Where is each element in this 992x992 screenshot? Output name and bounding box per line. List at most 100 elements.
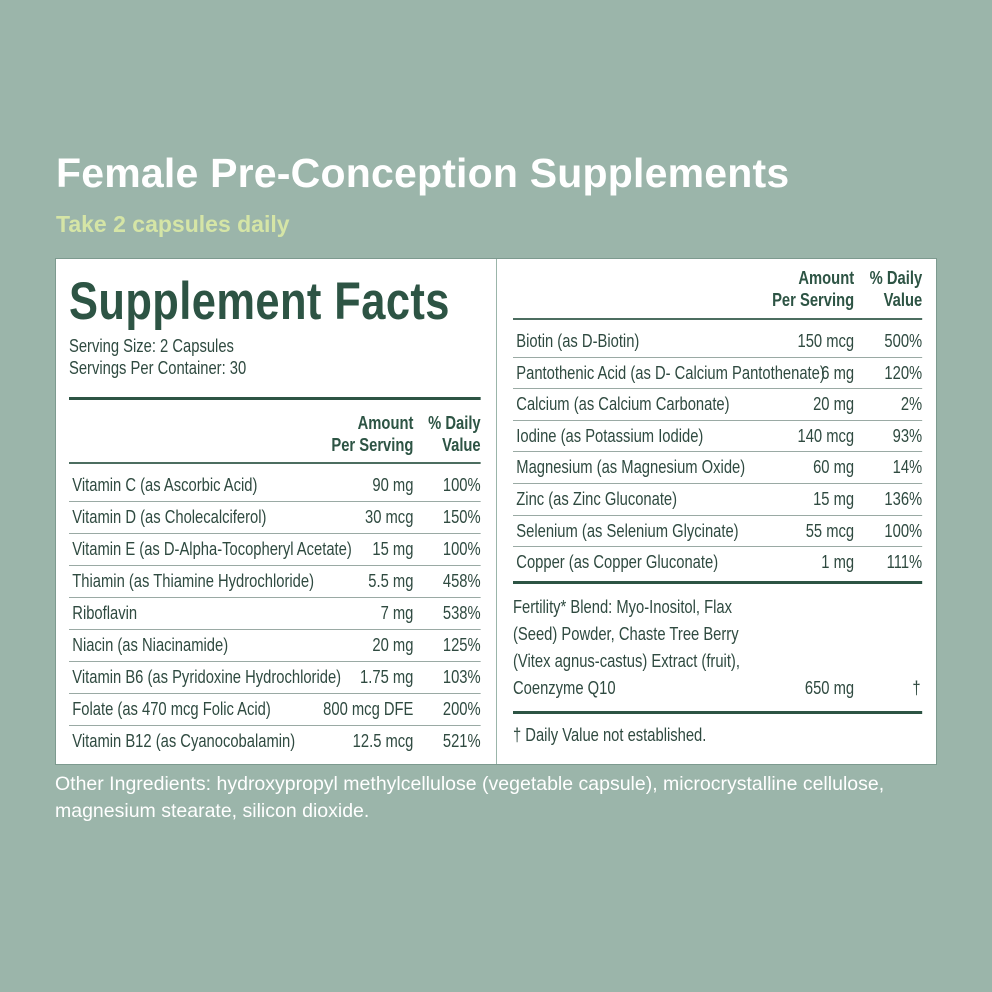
- nutrient-dv: 111%: [886, 552, 923, 573]
- header-line: Value: [442, 435, 481, 455]
- blend-line: (Vitex agnus-castus) Extract (fruit),: [513, 651, 740, 671]
- amount-header: Amount Per Serving: [331, 412, 413, 456]
- dv-header: % Daily Value: [428, 412, 481, 456]
- nutrient-amount: 150 mcg: [797, 331, 855, 351]
- nutrient-dv: 521%: [442, 731, 481, 751]
- header-line: Amount: [357, 413, 414, 433]
- nutrient-row: Vitamin B12 (as Cyanocobalamin) 12.5 mcg 5…: [69, 725, 481, 757]
- row-separator: [69, 661, 481, 662]
- nutrient-name: Magnesium (as Magnesium Oxide): [516, 457, 746, 478]
- nutrient-name: Copper (as Copper Gluconate): [516, 552, 719, 573]
- nutrient-name: Vitamin B12 (as Cyanocobalamin): [72, 731, 296, 751]
- blend-dv: †: [912, 678, 921, 698]
- header-line: Value: [883, 290, 923, 310]
- nutrient-amount: 20 mg: [813, 394, 855, 415]
- row-separator: [513, 546, 923, 548]
- nutrient-name: Pantothenic Acid (as D- Calcium Pantothe…: [516, 362, 825, 383]
- nutrient-dv: 100%: [884, 520, 923, 541]
- footnote: † Daily Value not established.: [513, 725, 707, 745]
- nutrient-name: Biotin (as D-Biotin): [516, 331, 640, 351]
- nutrient-name: Folate (as 470 mcg Folic Acid): [72, 699, 271, 719]
- row-separator: [69, 533, 481, 534]
- header-line: % Daily: [869, 268, 923, 288]
- blend-line: Fertility* Blend: Myo-Inositol, Flax: [513, 597, 733, 617]
- page-title: Female Pre-Conception Supplements: [56, 150, 790, 196]
- nutrient-amount: 800 mcg DFE: [323, 699, 414, 719]
- nutrient-row: Iodine (as Potassium Iodide) 140 mcg 93%: [513, 420, 922, 452]
- nutrient-amount: 5.5 mg: [368, 571, 414, 591]
- nutrient-row: Folate (as 470 mcg Folic Acid) 800 mcg DF…: [69, 693, 481, 725]
- nutrient-name: Iodine (as Potassium Iodide): [516, 425, 704, 446]
- nutrient-name: Thiamin (as Thiamine Hydrochloride): [72, 571, 315, 591]
- nutrient-dv: 538%: [442, 603, 481, 623]
- nutrient-name: Riboflavin: [72, 603, 138, 623]
- nutrient-name: Calcium (as Calcium Carbonate): [516, 394, 730, 415]
- row-separator: [513, 514, 923, 516]
- facts-heading: Supplement Facts: [69, 272, 450, 331]
- nutrient-dv: 200%: [442, 699, 481, 719]
- nutrient-dv: 150%: [442, 507, 481, 527]
- nutrient-name: Selenium (as Selenium Glycinate): [516, 520, 739, 541]
- fertility-blend: Fertility* Blend: Myo-Inositol, Flax (Se…: [513, 594, 740, 702]
- nutrient-amount: 55 mcg: [805, 520, 855, 541]
- divider-line: [513, 581, 923, 584]
- nutrient-dv: 500%: [884, 331, 923, 351]
- nutrient-row: Vitamin B6 (as Pyridoxine Hydrochloride)…: [69, 661, 480, 693]
- row-separator: [69, 597, 481, 598]
- nutrient-dv: 100%: [442, 475, 481, 495]
- nutrient-amount: 60 mg: [813, 457, 855, 478]
- nutrient-dv: 136%: [884, 489, 923, 509]
- row-separator: [69, 693, 481, 694]
- nutrient-amount: 15 mg: [372, 539, 414, 559]
- nutrient-row: Biotin (as D-Biotin) 150 mcg 500%: [513, 325, 922, 357]
- row-separator: [513, 356, 923, 358]
- facts-left-column: Supplement Facts Serving Size: 2 Capsule…: [69, 259, 481, 764]
- divider-line: [69, 462, 481, 464]
- divider-line: [69, 397, 481, 400]
- nutrient-amount: 15 mg: [813, 489, 855, 509]
- nutrient-row: Copper (as Copper Gluconate) 1 mg 111%: [513, 546, 922, 578]
- nutrient-row: Selenium (as Selenium Glycinate) 55 mcg 10…: [513, 515, 922, 547]
- nutrient-amount: 7 mg: [380, 603, 414, 623]
- nutrient-row: Niacin (as Niacinamide) 20 mg 125%: [69, 629, 481, 661]
- divider-line: [513, 318, 923, 320]
- nutrient-amount: 12.5 mcg: [352, 731, 414, 751]
- nutrient-dv: 14%: [892, 457, 923, 478]
- row-separator: [513, 451, 923, 453]
- nutrient-name: Zinc (as Zinc Gluconate): [516, 489, 678, 509]
- nutrient-dv: 125%: [442, 635, 481, 655]
- row-separator: [513, 388, 923, 390]
- other-ingredients: Other Ingredients: hydroxypropyl methylc…: [55, 773, 885, 822]
- dv-header: % Daily Value: [870, 267, 923, 311]
- serving-size: Serving Size: 2 Capsules: [69, 336, 234, 356]
- blend-amount: 650 mg: [804, 678, 855, 698]
- nutrient-dv: 120%: [884, 362, 923, 383]
- nutrient-row: Vitamin E (as D-Alpha-Tocopheryl Acetate…: [69, 533, 481, 565]
- supplement-facts-panel: Supplement Facts Serving Size: 2 Capsule…: [55, 258, 937, 765]
- nutrient-dv: 93%: [892, 425, 923, 446]
- nutrient-name: Vitamin B6 (as Pyridoxine Hydrochloride): [72, 667, 342, 687]
- row-separator: [513, 483, 923, 484]
- nutrient-name: Vitamin D (as Cholecalciferol): [72, 507, 267, 527]
- nutrient-row: Zinc (as Zinc Gluconate) 15 mg 136%: [513, 483, 922, 515]
- nutrient-amount: 30 mcg: [364, 507, 414, 527]
- column-divider: [496, 259, 497, 764]
- blend-line: (Seed) Powder, Chaste Tree Berry: [513, 624, 739, 644]
- facts-right-column: Amount Per Serving % Daily Value Biotin (a…: [513, 259, 923, 764]
- nutrient-dv: 100%: [442, 539, 481, 559]
- nutrient-row: Pantothenic Acid (as D- Calcium Pantothe…: [513, 357, 922, 389]
- nutrient-row: Magnesium (as Magnesium Oxide) 60 mg 14%: [513, 451, 922, 483]
- nutrient-row: Vitamin C (as Ascorbic Acid) 90 mg 100%: [69, 469, 481, 501]
- dosage-subtitle: Take 2 capsules daily: [56, 211, 290, 237]
- amount-header: Amount Per Serving: [772, 267, 854, 311]
- nutrient-amount: 1 mg: [821, 552, 855, 573]
- header-line: Per Serving: [772, 290, 855, 310]
- divider-line: [513, 711, 923, 714]
- nutrient-name: Vitamin E (as D-Alpha-Tocopheryl Acetate…: [72, 539, 352, 559]
- nutrient-name: Niacin (as Niacinamide): [72, 635, 229, 655]
- nutrient-dv: 458%: [442, 571, 481, 591]
- nutrient-name: Vitamin C (as Ascorbic Acid): [72, 475, 258, 495]
- nutrient-dv: 2%: [900, 394, 923, 415]
- row-separator: [69, 501, 481, 502]
- nutrient-amount: 6 mg: [821, 362, 855, 383]
